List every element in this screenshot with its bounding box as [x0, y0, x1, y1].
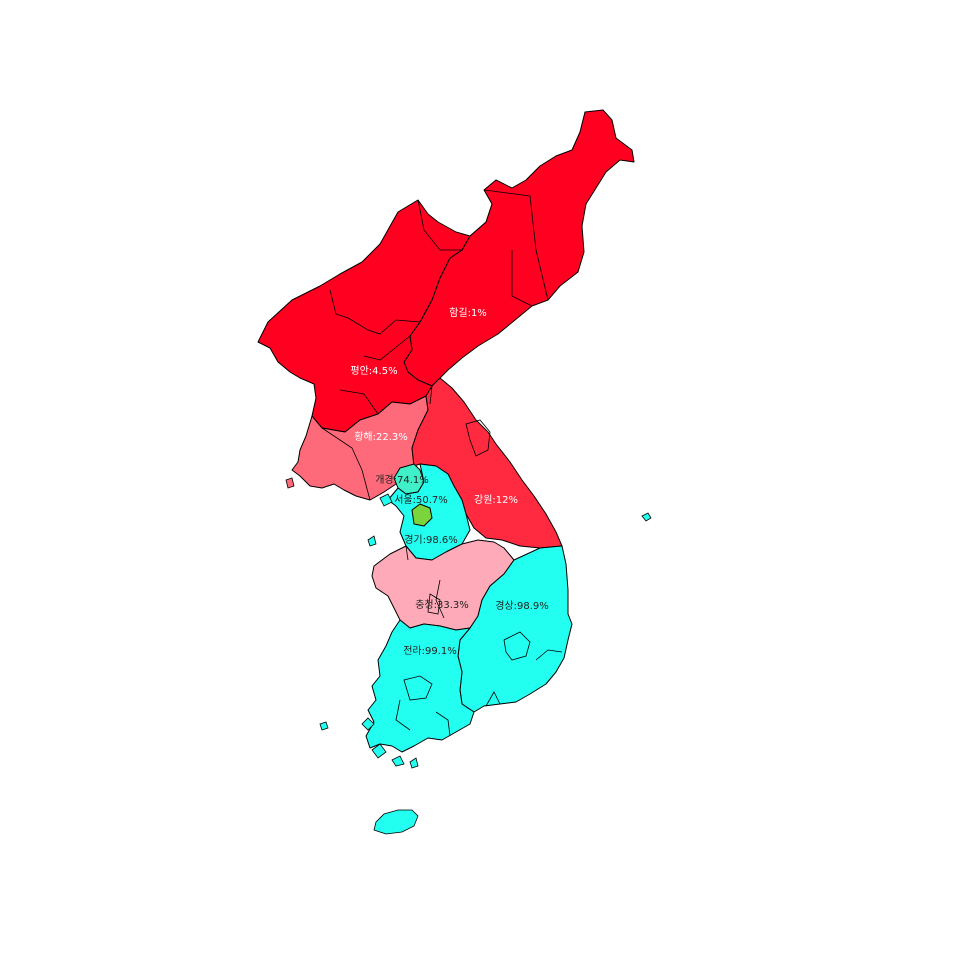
- subdivision-lines: [321, 189, 549, 501]
- label-gangwon: 강원:12%: [474, 494, 518, 506]
- label-gyeonggi: 경기:98.6%: [404, 533, 458, 546]
- island-south-2: [409, 757, 419, 769]
- region-gangwon[interactable]: [411, 377, 563, 549]
- island-south-1: [391, 755, 405, 767]
- region-labels: 함길:1% 평안:4.5% 황해:22.3% 강원:12% 개경:74.1% 서…: [350, 306, 548, 657]
- subdivision-lines-south: [395, 545, 563, 737]
- island-northwest: [285, 477, 295, 489]
- label-gaeseong: 개경:74.1%: [375, 473, 429, 486]
- label-gyeongsang: 경상:98.9%: [495, 599, 549, 612]
- label-pyeongan: 평안:4.5%: [350, 365, 397, 377]
- label-hwanghae: 황해:22.3%: [354, 430, 408, 443]
- island-far-sw: [319, 721, 329, 731]
- label-hamgyeong: 함길:1%: [449, 306, 487, 319]
- island-ganghwa: [379, 493, 393, 507]
- region-seoul[interactable]: [411, 503, 433, 527]
- island-ulleung: [641, 512, 652, 522]
- islands: [285, 477, 652, 835]
- region-pyeongan[interactable]: [257, 199, 471, 433]
- island-jeju: [373, 809, 419, 835]
- island-sw-1: [361, 717, 375, 731]
- label-jeolla: 전라:99.1%: [403, 645, 457, 657]
- label-seoul: 서울:50.7%: [394, 494, 448, 506]
- island-sw-2: [371, 743, 387, 759]
- island-west-1: [367, 535, 377, 547]
- label-chungcheong: 충청:33.3%: [415, 599, 469, 611]
- region-jeolla[interactable]: [365, 619, 475, 753]
